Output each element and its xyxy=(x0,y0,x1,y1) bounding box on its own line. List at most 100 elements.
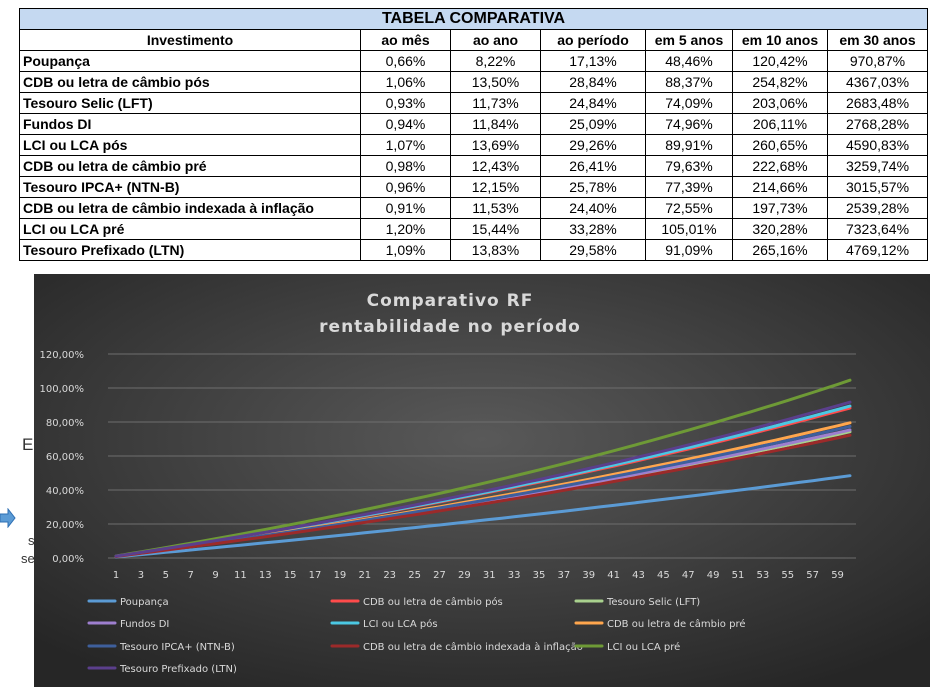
x-tick-label: 5 xyxy=(163,570,169,581)
value-cell: 25,78% xyxy=(540,176,646,198)
value-cell: 320,28% xyxy=(732,218,828,240)
investment-name-cell: LCI ou LCA pré xyxy=(19,218,361,240)
value-cell: 1,06% xyxy=(360,71,451,93)
table-row: LCI ou LCA pré 1,20% 15,44% 33,28% 105,01% 32… xyxy=(19,218,928,240)
value-cell: 11,84% xyxy=(450,113,541,135)
table-row: CDB ou letra de câmbio pré 0,98% 12,43% 26,… xyxy=(19,155,928,177)
x-tick-label: 25 xyxy=(408,570,421,581)
y-axis-tick-labels: 0,00% 20,00% 40,00% 60,00% 80,00% 100,00% 120,… xyxy=(40,350,85,565)
x-tick-label: 21 xyxy=(358,570,371,581)
y-tick-label: 80,00% xyxy=(46,418,84,429)
value-cell: 13,83% xyxy=(450,239,541,261)
header-ao-periodo: ao período xyxy=(540,29,646,51)
x-tick-label: 33 xyxy=(508,570,521,581)
investment-name-cell: CDB ou letra de câmbio pré xyxy=(19,155,361,177)
investment-name-cell: Tesouro Selic (LFT) xyxy=(19,92,361,114)
value-cell: 0,91% xyxy=(360,197,451,219)
x-tick-label: 47 xyxy=(682,570,695,581)
value-cell: 105,01% xyxy=(645,218,733,240)
legend-label: Tesouro Selic (LFT) xyxy=(606,597,700,608)
value-cell: 48,46% xyxy=(645,50,733,72)
table-row: LCI ou LCA pós 1,07% 13,69% 29,26% 89,91% 260… xyxy=(19,134,928,156)
value-cell: 7323,64% xyxy=(827,218,928,240)
x-tick-label: 57 xyxy=(806,570,819,581)
value-cell: 2768,28% xyxy=(827,113,928,135)
x-tick-label: 11 xyxy=(234,570,247,581)
background-text-se: se xyxy=(21,551,35,566)
value-cell: 74,96% xyxy=(645,113,733,135)
table-row: Poupança 0,66% 8,22% 17,13% 48,46% 120,42% 970… xyxy=(19,50,928,72)
header-em-10-anos: em 10 anos xyxy=(732,29,828,51)
chart-title: Comparativo RF xyxy=(367,291,534,311)
value-cell: 222,68% xyxy=(732,155,828,177)
x-tick-label: 39 xyxy=(582,570,595,581)
line-chart: Comparativo RF rentabilidade no período … xyxy=(34,274,930,687)
x-tick-label: 51 xyxy=(732,570,745,581)
value-cell: 2539,28% xyxy=(827,197,928,219)
legend-label: CDB ou letra de câmbio indexada à inflaç… xyxy=(363,641,583,653)
series-line-9 xyxy=(114,378,852,558)
investment-name-cell: Poupança xyxy=(19,50,361,72)
x-tick-label: 27 xyxy=(433,570,446,581)
value-cell: 26,41% xyxy=(540,155,646,177)
legend-item: Fundos DI xyxy=(87,619,169,630)
x-tick-label: 1 xyxy=(113,570,119,581)
x-tick-label: 41 xyxy=(607,570,620,581)
header-ao-mes: ao mês xyxy=(360,29,451,51)
x-tick-label: 59 xyxy=(831,570,844,581)
value-cell: 11,73% xyxy=(450,92,541,114)
x-tick-label: 31 xyxy=(483,570,496,581)
investment-name-cell: CDB ou letra de câmbio pós xyxy=(19,71,361,93)
legend-label: LCI ou LCA pós xyxy=(363,618,438,630)
value-cell: 33,28% xyxy=(540,218,646,240)
x-tick-label: 3 xyxy=(138,570,144,581)
legend-label: Fundos DI xyxy=(120,619,169,630)
legend-item: CDB ou letra de câmbio pré xyxy=(574,618,746,630)
value-cell: 29,26% xyxy=(540,134,646,156)
x-tick-label: 35 xyxy=(533,570,546,581)
table-row: CDB ou letra de câmbio indexada à inflaç… xyxy=(19,197,928,219)
series-line-10 xyxy=(114,400,852,558)
investment-name-cell: Tesouro Prefixado (LTN) xyxy=(19,239,361,261)
legend-item: Tesouro IPCA+ (NTN-B) xyxy=(87,642,235,653)
legend-item: CDB ou letra de câmbio pós xyxy=(330,596,503,608)
header-em-30-anos: em 30 anos xyxy=(827,29,928,51)
value-cell: 0,93% xyxy=(360,92,451,114)
series-line-1 xyxy=(114,474,852,559)
value-cell: 265,16% xyxy=(732,239,828,261)
legend-item: LCI ou LCA pós xyxy=(330,618,438,630)
investment-name-cell: LCI ou LCA pós xyxy=(19,134,361,156)
value-cell: 260,65% xyxy=(732,134,828,156)
value-cell: 0,96% xyxy=(360,176,451,198)
x-tick-label: 29 xyxy=(458,570,471,581)
x-tick-label: 49 xyxy=(707,570,720,581)
y-tick-label: 20,00% xyxy=(46,520,84,531)
series-lines xyxy=(114,378,852,559)
value-cell: 79,63% xyxy=(645,155,733,177)
value-cell: 74,09% xyxy=(645,92,733,114)
value-cell: 24,40% xyxy=(540,197,646,219)
table-title: TABELA COMPARATIVA xyxy=(19,8,928,30)
legend-item: Tesouro Selic (LFT) xyxy=(574,597,700,608)
value-cell: 13,50% xyxy=(450,71,541,93)
x-tick-label: 53 xyxy=(757,570,770,581)
legend-label: CDB ou letra de câmbio pré xyxy=(607,618,746,630)
value-cell: 0,94% xyxy=(360,113,451,135)
investment-name-cell: Fundos DI xyxy=(19,113,361,135)
value-cell: 88,37% xyxy=(645,71,733,93)
value-cell: 28,84% xyxy=(540,71,646,93)
chart-panel: Comparativo RF rentabilidade no período … xyxy=(34,274,930,687)
value-cell: 12,43% xyxy=(450,155,541,177)
legend-label: Tesouro IPCA+ (NTN-B) xyxy=(119,642,235,653)
legend-item: Poupança xyxy=(87,597,169,608)
value-cell: 970,87% xyxy=(827,50,928,72)
y-tick-label: 60,00% xyxy=(46,452,84,463)
chart-background xyxy=(34,274,930,687)
legend-label: Tesouro Prefixado (LTN) xyxy=(119,664,237,675)
x-tick-label: 15 xyxy=(284,570,297,581)
x-tick-label: 13 xyxy=(259,570,272,581)
value-cell: 120,42% xyxy=(732,50,828,72)
value-cell: 2683,48% xyxy=(827,92,928,114)
x-axis-tick-labels: 1 3 5 7 9 11 13 15 17 19 21 23 25 27 29 31 33 35 37 39 41 43 4… xyxy=(113,570,844,581)
background-text-e: E xyxy=(22,435,34,454)
